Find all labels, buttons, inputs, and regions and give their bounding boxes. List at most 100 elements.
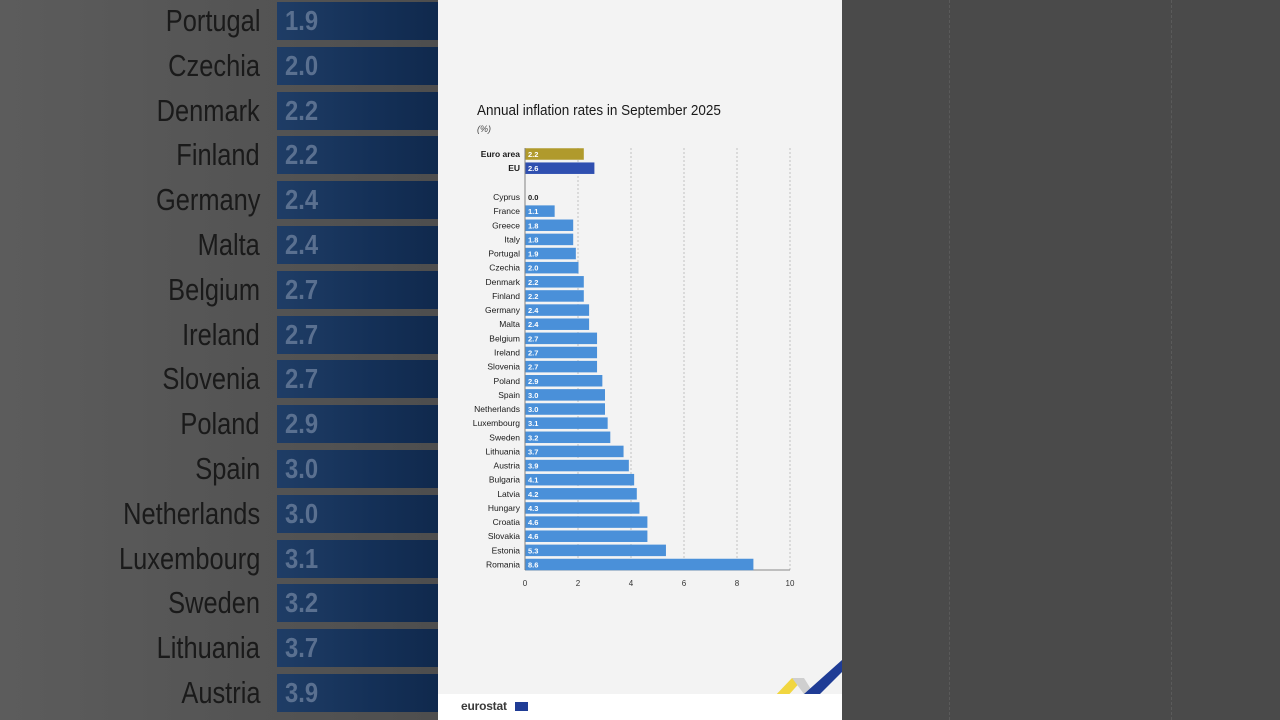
background-row: Lithuania 3.7: [0, 626, 438, 670]
country-value-label: 4.6: [528, 532, 538, 541]
country-label: Slovenia: [487, 362, 520, 372]
country-label: Belgium: [489, 333, 520, 343]
background-row: Czechia 2.0: [0, 44, 438, 88]
background-row-label: Lithuania: [156, 630, 260, 666]
country-value-label: 1.8: [528, 235, 538, 244]
background-row-label: Malta: [197, 227, 260, 262]
country-bar: [525, 332, 598, 345]
country-value-label: 2.4: [528, 306, 539, 315]
eu-flag-icon: [515, 702, 528, 711]
country-value-label: 4.3: [528, 504, 538, 513]
country-value-label: 2.2: [528, 278, 538, 287]
country-label: Italy: [504, 234, 520, 244]
background-row: Germany 2.4: [0, 178, 438, 222]
country-label: Lithuania: [485, 446, 520, 456]
background-row-label: Austria: [180, 675, 260, 710]
background-row-value: 3.1: [285, 542, 319, 574]
background-row-value: 2.7: [285, 273, 319, 305]
x-tick-label: 2: [576, 579, 581, 588]
country-bar: [525, 304, 590, 316]
country-bar: [525, 488, 637, 500]
country-bar: [525, 261, 579, 274]
aggregate-bar: [525, 148, 584, 160]
background-row-label: Czechia: [168, 47, 260, 83]
background-row-bar: [277, 315, 438, 354]
background-row: Luxembourg 3.1: [0, 537, 438, 581]
background-row: Malta 2.4: [0, 223, 438, 267]
country-label: Portugal: [488, 249, 520, 259]
chart-panel: Annual inflation rates in September 2025…: [438, 0, 842, 720]
background-row-value: 3.2: [285, 587, 319, 619]
background-row-label: Portugal: [165, 3, 260, 38]
background-row-bar: [277, 494, 438, 533]
background-row-value: 3.0: [285, 497, 319, 529]
background-row-value: 2.9: [285, 408, 319, 440]
country-bar: [525, 431, 611, 444]
country-bar: [525, 205, 555, 217]
country-bar: [525, 502, 640, 514]
background-row-label: Finland: [176, 137, 260, 173]
background-row-bar: [277, 91, 438, 130]
country-value-label: 4.1: [528, 476, 538, 485]
country-label: Estonia: [492, 545, 521, 555]
country-label: Sweden: [489, 432, 520, 442]
background-row-value: 3.7: [285, 632, 319, 664]
country-label: Croatia: [493, 517, 521, 527]
background-row: Denmark 2.2: [0, 89, 438, 133]
aggregate-label: Euro area: [481, 149, 520, 159]
country-value-label: 3.0: [528, 391, 538, 400]
background-row-bar: [277, 539, 438, 578]
background-row: Portugal 1.9: [0, 0, 438, 43]
country-bar: [525, 558, 754, 571]
country-bar: [525, 276, 584, 288]
x-tick-label: 10: [786, 579, 795, 588]
x-tick-label: 0: [523, 579, 528, 588]
country-value-label: 1.8: [528, 221, 538, 230]
aggregate-value-label: 2.6: [528, 164, 538, 173]
country-value-label: 2.7: [528, 363, 538, 372]
background-row-value: 1.9: [285, 5, 319, 36]
background-row: Ireland 2.7: [0, 313, 438, 357]
country-label: Germany: [485, 305, 521, 315]
country-bar: [525, 473, 635, 486]
bar-chart: 0 2 4 6 8 10 Euro area 2.2 EU 2.6 Cyprus 0.0 France 1…: [473, 148, 795, 588]
country-bar: [525, 459, 629, 472]
country-value-label: 4.2: [528, 490, 538, 499]
background-row-bar: [277, 2, 438, 40]
country-value-label: 2.7: [528, 348, 538, 357]
country-value-label: 3.7: [528, 447, 538, 456]
country-bar: [525, 417, 608, 429]
country-value-label: 3.0: [528, 405, 538, 414]
country-label: Hungary: [488, 503, 521, 513]
country-value-label: 2.2: [528, 292, 538, 301]
country-value-label: 3.2: [528, 433, 538, 442]
country-bar: [525, 360, 598, 373]
background-row-value: 2.2: [285, 94, 319, 126]
background-row-value: 2.4: [285, 184, 319, 216]
footer: eurostat: [438, 694, 842, 720]
aggregate-label: EU: [508, 163, 520, 173]
country-label: Denmark: [486, 277, 521, 287]
background-row: Sweden 3.2: [0, 581, 438, 625]
country-value-label: 1.1: [528, 207, 538, 216]
country-bar: [525, 530, 648, 542]
country-bar: [525, 544, 666, 557]
country-value-label: 2.0: [528, 264, 538, 273]
country-value-label: 3.1: [528, 419, 538, 428]
background-row-label: Denmark: [156, 92, 260, 128]
background-row-bar: [277, 629, 438, 668]
background-row-bar: [277, 46, 438, 85]
country-label: Malta: [499, 319, 520, 329]
country-label: Ireland: [494, 347, 520, 357]
background-row-bar: [277, 405, 438, 444]
country-label: Latvia: [497, 489, 520, 499]
country-label: Slovakia: [488, 531, 520, 541]
country-bar: [525, 516, 648, 528]
country-label: Luxembourg: [473, 418, 521, 428]
background-row-label: Poland: [180, 406, 260, 442]
country-label: France: [494, 206, 521, 216]
background-row-label: Netherlands: [122, 495, 260, 531]
country-bar: [525, 318, 590, 330]
x-tick-label: 8: [735, 579, 740, 588]
background-row: Austria 3.9: [0, 671, 438, 715]
